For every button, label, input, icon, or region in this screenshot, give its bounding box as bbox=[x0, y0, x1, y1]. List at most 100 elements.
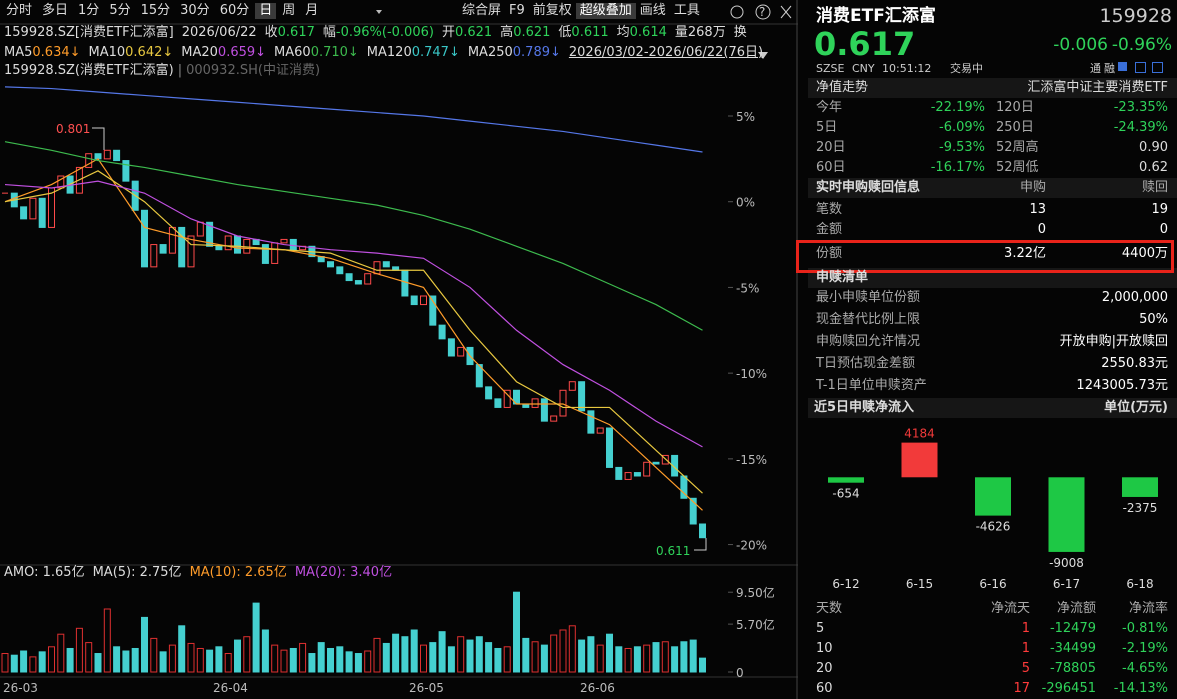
row-label: 52周低 bbox=[996, 160, 1039, 175]
quote-value: 0.621 bbox=[513, 25, 551, 40]
candle bbox=[699, 523, 706, 539]
table-cell: -78805 bbox=[1049, 661, 1096, 676]
volume-bar bbox=[308, 653, 316, 673]
volume-bar bbox=[354, 653, 362, 673]
row-value: 19 bbox=[1151, 202, 1168, 217]
volume-bar bbox=[410, 629, 418, 673]
period-tab[interactable]: 日 bbox=[255, 3, 277, 19]
tool-button[interactable]: 工具 bbox=[673, 3, 700, 18]
candle bbox=[271, 242, 279, 264]
y-tick-label: 0% bbox=[736, 196, 755, 210]
volume-bar bbox=[150, 637, 158, 673]
candle bbox=[85, 153, 93, 168]
x-tick-label: 26-03 bbox=[3, 681, 38, 695]
y-tick-label: -10% bbox=[736, 367, 767, 381]
volume-bar bbox=[289, 647, 297, 673]
ma-name: MA20 bbox=[181, 45, 218, 60]
table-cell: 5 bbox=[1021, 661, 1030, 676]
volume-bar bbox=[224, 653, 232, 673]
period-tab[interactable]: 多日 bbox=[42, 3, 69, 18]
close-icon[interactable] bbox=[780, 5, 792, 19]
candle bbox=[568, 381, 576, 391]
table-cell: 60 bbox=[816, 681, 833, 696]
volume-bar bbox=[540, 644, 548, 673]
volume-bar bbox=[122, 650, 130, 673]
candle bbox=[652, 461, 660, 465]
row-value: -9.53% bbox=[939, 140, 985, 155]
dropdown-icon[interactable] bbox=[758, 52, 768, 59]
period-tab[interactable]: 1分 bbox=[78, 3, 100, 18]
candle bbox=[141, 209, 148, 268]
tool-button[interactable]: 前复权 bbox=[532, 3, 572, 18]
period-tab[interactable]: 周 bbox=[282, 3, 296, 18]
candle bbox=[122, 160, 130, 182]
row-value: 开放申购|开放赎回 bbox=[1059, 334, 1168, 349]
meta: SZSE bbox=[816, 62, 845, 75]
candle bbox=[94, 153, 102, 160]
period-tab[interactable]: 分时 bbox=[6, 3, 33, 18]
candle bbox=[429, 295, 437, 326]
dropdown-icon[interactable] bbox=[376, 10, 382, 14]
row-label: T-1日单位申赎资产 bbox=[816, 378, 927, 393]
candle bbox=[689, 497, 697, 525]
period-tab[interactable]: 60分 bbox=[219, 3, 250, 18]
row-label: 20日 bbox=[816, 140, 846, 155]
quote-label: 低 bbox=[558, 25, 572, 40]
volume-bar bbox=[196, 647, 204, 673]
flow-bar bbox=[1048, 477, 1085, 552]
volume-bar bbox=[689, 639, 697, 673]
candle bbox=[159, 244, 167, 254]
volume-bar bbox=[159, 651, 167, 673]
volume-bar bbox=[466, 639, 474, 673]
chart-area: ? » 5%0%-5%-10%-15%-20%0.8010.61126-0326… bbox=[0, 0, 798, 699]
legend: 159928.SZ(消费ETF汇添富) | 000932.SH(中证消费) bbox=[0, 63, 324, 79]
candle bbox=[624, 472, 632, 480]
ma-value: 0.659↓ bbox=[217, 45, 267, 60]
ma-value: 0.642↓ bbox=[125, 45, 174, 60]
row-label: 笔数 bbox=[816, 202, 843, 217]
last-price: 0.617 bbox=[814, 25, 916, 63]
tool-button[interactable]: 超级叠加 bbox=[575, 3, 636, 19]
help-icon[interactable] bbox=[755, 4, 771, 20]
tool-button[interactable]: 综合屏 bbox=[462, 3, 502, 18]
row-label: 250日 bbox=[996, 120, 1034, 135]
row-value: -23.35% bbox=[1113, 100, 1168, 115]
table-cell: 5 bbox=[816, 621, 825, 636]
y-tick-label: 5% bbox=[736, 110, 755, 124]
candle bbox=[661, 454, 669, 465]
tool-button[interactable]: 画线 bbox=[639, 3, 666, 18]
icon[interactable] bbox=[1118, 62, 1127, 71]
candle bbox=[38, 197, 46, 228]
icon[interactable] bbox=[1152, 62, 1163, 73]
volume-bar bbox=[336, 646, 344, 673]
period-tab[interactable]: 30分 bbox=[180, 3, 210, 18]
candle bbox=[150, 244, 158, 268]
candle bbox=[364, 273, 372, 285]
candle bbox=[457, 346, 465, 357]
period-tab[interactable]: 15分 bbox=[140, 3, 171, 18]
volume-bar bbox=[429, 642, 437, 673]
volume-bar bbox=[234, 639, 241, 673]
volume-bar bbox=[38, 651, 46, 673]
volume-legend-item: MA(20): 3.40亿 bbox=[294, 565, 393, 580]
table-cell: -12479 bbox=[1049, 621, 1096, 636]
period-tab[interactable]: 月 bbox=[305, 3, 319, 18]
candle bbox=[671, 454, 679, 477]
candle bbox=[261, 244, 269, 264]
volume-legend-item: MA(5): 2.75亿 bbox=[92, 565, 182, 580]
row-label: 最小申赎单位份额 bbox=[816, 290, 921, 305]
value-label: 4184 bbox=[904, 427, 935, 441]
section-title: 申赎清单 bbox=[816, 270, 869, 285]
candle bbox=[57, 175, 65, 189]
flow-bar bbox=[1122, 477, 1158, 497]
series-name: 159928.SZ(消费ETF汇添富) bbox=[4, 63, 174, 78]
quote-label: 高 bbox=[500, 25, 514, 40]
ma-bar: MA5 0.634↓ MA10 0.642↓ MA20 0.659↓ MA60 0.710↓ M… bbox=[0, 45, 767, 61]
settings-icon[interactable] bbox=[730, 5, 744, 19]
tool-button[interactable]: F9 bbox=[509, 3, 525, 18]
icon[interactable] bbox=[1135, 62, 1146, 73]
volume-bar bbox=[643, 644, 651, 673]
quote-value: 268万 bbox=[687, 25, 726, 40]
table-cell: 20 bbox=[816, 661, 833, 676]
period-tab[interactable]: 5分 bbox=[109, 3, 131, 18]
